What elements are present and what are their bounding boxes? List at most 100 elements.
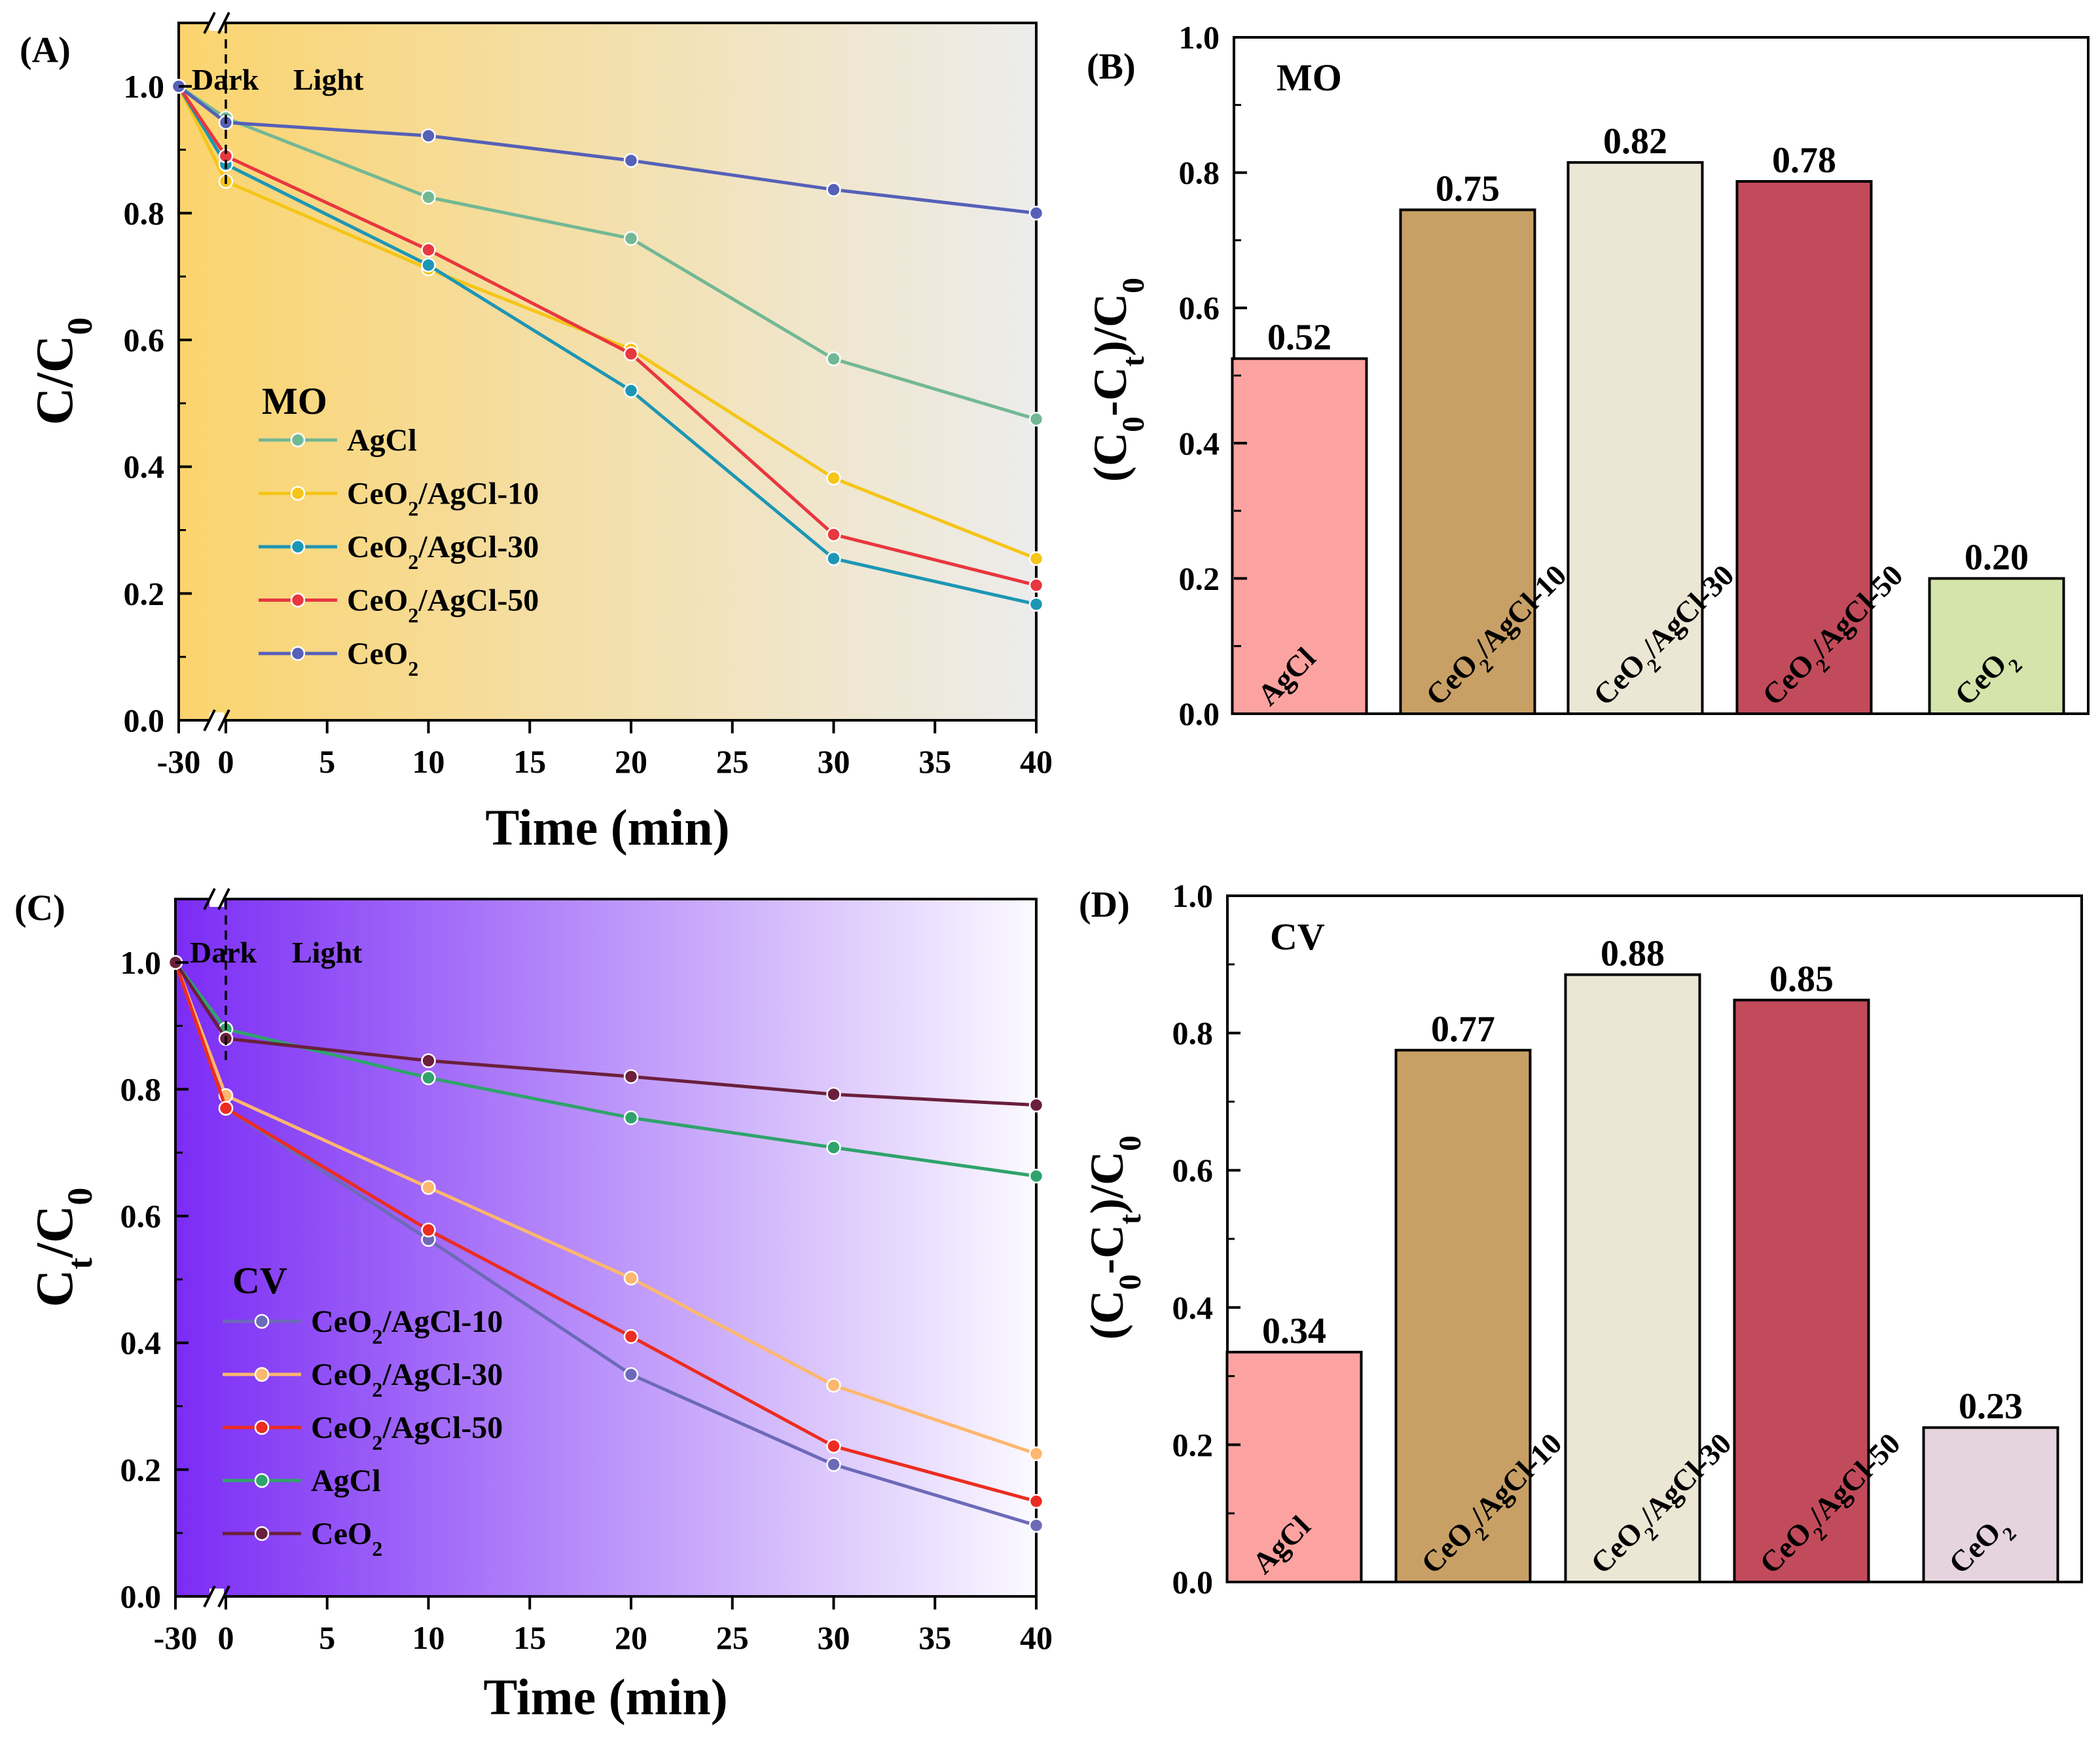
panel-b-bar-chart: 0.52AgCl0.75CeO2/AgCl-100.82CeO2/AgCl-30… <box>1084 19 2090 732</box>
y-axis-title-d: (C0-Ct)/C0 <box>1081 1135 1148 1340</box>
data-point-c-0-3 <box>623 1367 639 1382</box>
series-line-c-4 <box>173 961 1037 1107</box>
data-point-a-2-4 <box>826 551 841 566</box>
legend-label-a-2: CeO2/AgCl-30 <box>347 530 539 574</box>
series-line-c-1 <box>173 961 1037 1456</box>
series-line-a-1 <box>177 85 1037 561</box>
series-line-a-2 <box>177 85 1037 606</box>
data-point-a-0-4 <box>826 351 841 367</box>
x-tick-label-a-7: 30 <box>818 743 850 780</box>
annotation-d: CV <box>1270 915 1325 958</box>
y-axis-title-b: (C0-Ct)/C0 <box>1084 278 1151 482</box>
x-axis-title-c: Time (min) <box>483 1668 727 1725</box>
bar-value-label-d-3: 0.85 <box>1769 959 1834 999</box>
plot-area-a <box>177 22 1038 722</box>
x-tick-label-a-1: 0 <box>218 743 234 780</box>
bar-b-0 <box>1231 357 1368 715</box>
data-point-c-4-3 <box>623 1069 639 1084</box>
legend-label-a-1: CeO2/AgCl-10 <box>347 477 539 521</box>
x-tick-label-c-2: 5 <box>319 1619 335 1656</box>
bar-d-1 <box>1394 1048 1532 1584</box>
y-title-c-part-2: t <box>60 1258 100 1270</box>
data-point-c-1-2 <box>421 1180 436 1195</box>
data-point-c-3-5 <box>1028 1168 1044 1184</box>
x-tick-label-c-6: 25 <box>716 1619 749 1656</box>
data-point-c-2-3 <box>623 1329 639 1344</box>
y-tick-label-c-0: 0.0 <box>120 1578 162 1615</box>
data-point-c-1-5 <box>1028 1446 1044 1462</box>
data-point-c-0-5 <box>1028 1518 1044 1533</box>
axis-break-mark-c-0-1 <box>203 888 216 910</box>
axis-break-mark-c-1-1 <box>203 1585 216 1608</box>
axis-break-mark-a-1-1 <box>203 709 216 731</box>
panel-label-d: (D) <box>1079 885 1130 925</box>
legend-label-c-2: CeO2/AgCl-50 <box>311 1410 503 1454</box>
x-tick-label-a-3: 10 <box>412 743 445 780</box>
data-point-c-0-4 <box>826 1457 841 1472</box>
panel-d-bar-chart: 0.34AgCl0.77CeO2/AgCl-100.88CeO2/AgCl-30… <box>1081 877 2083 1600</box>
y-tick-label-c-5: 1.0 <box>120 944 162 981</box>
dark-label-a: Dark <box>192 63 259 96</box>
series-line-c-3 <box>174 961 1037 1178</box>
y-tick-label-b-4: 0.8 <box>1179 155 1220 191</box>
bar-d-0 <box>1225 1350 1363 1583</box>
series-line-a-0 <box>177 84 1037 421</box>
x-axis-title-a: Time (min) <box>485 799 729 856</box>
y-title-a-sub: 0 <box>60 318 100 335</box>
panel-label-b: (B) <box>1087 46 1136 87</box>
y-tick-label-a-5: 1.0 <box>124 68 165 105</box>
x-tick-label-c-3: 10 <box>412 1619 445 1656</box>
axis-break-gap-a-1 <box>209 712 224 728</box>
legend-swatch-marker-a-0 <box>290 432 306 448</box>
data-point-a-3-5 <box>1028 578 1044 593</box>
x-tick-label-a-9: 40 <box>1020 743 1053 780</box>
bar-value-label-b-1: 0.75 <box>1436 168 1500 209</box>
legend-label-a-0: AgCl <box>347 423 417 458</box>
axis-break-mark-a-0-2 <box>217 12 230 34</box>
x-tick-label-c-9: 40 <box>1020 1619 1053 1656</box>
y-title-c-part-4: 0 <box>60 1188 100 1205</box>
y-axis-title-c: Ct/C0 <box>26 1188 100 1308</box>
legend-swatch-marker-a-3 <box>290 593 306 608</box>
x-tick-label-a-4: 15 <box>513 743 546 780</box>
bar-d-2 <box>1564 973 1701 1583</box>
x-tick-label-a-0: -30 <box>157 743 201 780</box>
bar-b-1 <box>1399 208 1536 716</box>
data-point-a-3-2 <box>421 242 436 257</box>
legend-swatch-marker-a-1 <box>290 486 306 501</box>
data-point-a-0-3 <box>623 230 639 246</box>
data-point-a-3-3 <box>623 346 639 361</box>
data-point-c-2-1 <box>218 1101 234 1116</box>
data-point-c-3-2 <box>421 1070 436 1086</box>
y-tick-label-c-3: 0.6 <box>120 1198 162 1234</box>
y-tick-label-a-3: 0.6 <box>124 322 165 358</box>
bar-b-2 <box>1566 161 1704 716</box>
y-tick-label-c-4: 0.8 <box>120 1071 162 1107</box>
data-point-a-0-2 <box>421 190 436 205</box>
bar-value-label-d-2: 0.88 <box>1601 934 1665 974</box>
panel-c-line-chart: 0.0 0.2 0.4 0.6 0.8 1.0 -30 0 5 10 15 20 25 30 35 40 Da… <box>26 888 1053 1725</box>
panel-label-a: (A) <box>20 30 71 71</box>
y-tick-label-d-2: 0.4 <box>1172 1289 1214 1326</box>
light-label-a: Light <box>293 63 364 96</box>
legend-label-c-0: CeO2/AgCl-10 <box>311 1304 503 1348</box>
bar-value-label-b-4: 0.20 <box>1964 537 2029 578</box>
data-point-a-2-5 <box>1028 597 1044 612</box>
y-tick-label-d-5: 1.0 <box>1172 877 1214 914</box>
axis-break-gap-a-0 <box>209 15 224 31</box>
data-point-c-4-2 <box>421 1053 436 1069</box>
bar-d-3 <box>1733 999 1870 1583</box>
legend-label-c-3: AgCl <box>311 1463 381 1498</box>
x-tick-label-c-0: -30 <box>154 1619 198 1656</box>
y-tick-label-c-2: 0.4 <box>120 1325 162 1361</box>
data-point-c-4-5 <box>1028 1097 1044 1113</box>
x-tick-label-c-4: 15 <box>513 1619 546 1656</box>
bar-b-4 <box>1928 577 2065 716</box>
axis-break-mark-c-1-2 <box>217 1585 230 1608</box>
y-tick-label-d-3: 0.6 <box>1172 1152 1214 1188</box>
y-tick-label-a-4: 0.8 <box>124 194 165 231</box>
bar-value-label-b-3: 0.78 <box>1772 140 1836 181</box>
bar-value-label-d-0: 0.34 <box>1262 1311 1326 1352</box>
axis-break-gap-c-1 <box>209 1589 224 1604</box>
